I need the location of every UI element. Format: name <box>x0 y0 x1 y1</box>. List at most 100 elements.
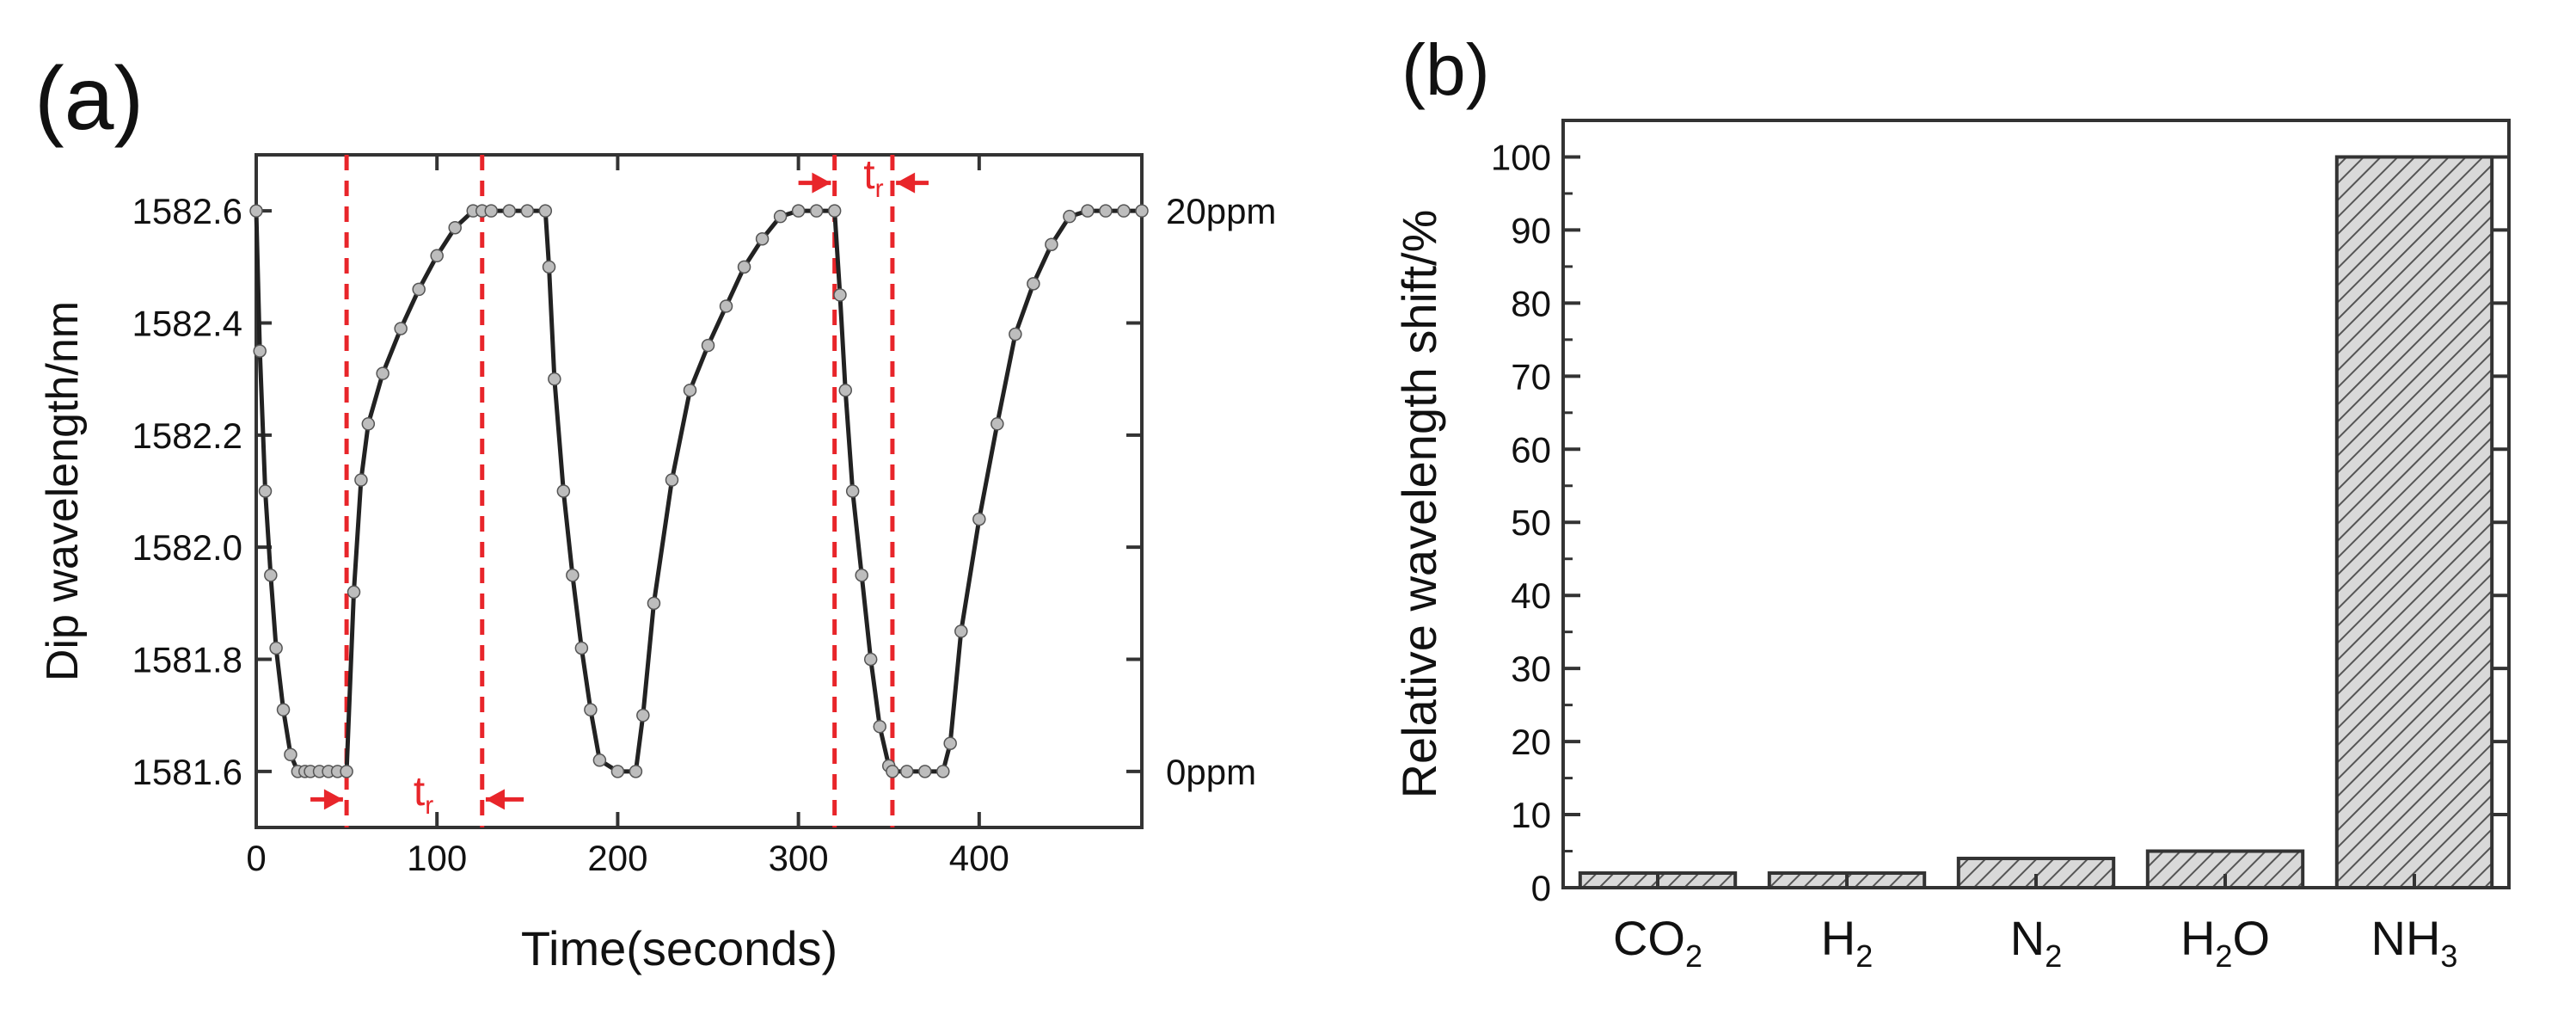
panel-a-y-ticks: 1581.6 1581.8 1582.0 1582.2 1582.4 1582.6 <box>132 191 1142 792</box>
data-point <box>284 747 297 762</box>
data-point <box>1099 204 1113 218</box>
series-line <box>254 208 1142 774</box>
panel-a-dashed-lines <box>344 155 895 827</box>
x-tick-label: 400 <box>949 838 1009 878</box>
data-point <box>1045 237 1058 252</box>
panel-b-category-labels: CO2 H2 N2 H2O NH3 <box>1613 911 2457 974</box>
data-point <box>430 249 444 263</box>
data-point <box>269 641 283 655</box>
y-tick-label: 50 <box>1511 502 1551 543</box>
data-point <box>1117 204 1131 218</box>
data-point <box>484 204 499 218</box>
data-point <box>556 484 571 498</box>
panel-a: (a) 1581.6 1581.8 1582.0 1582.2 1582.4 1582.6… <box>34 49 1276 975</box>
y-tick-label: 60 <box>1511 429 1551 470</box>
data-point <box>542 260 556 274</box>
data-point <box>276 703 291 717</box>
y-tick-label: 90 <box>1511 210 1551 250</box>
y-tick-label: 70 <box>1511 356 1551 397</box>
y-tick-label: 1582.6 <box>132 191 242 231</box>
y-tick-label: 1582.4 <box>132 304 242 344</box>
data-point <box>845 484 860 498</box>
data-point <box>701 338 715 353</box>
data-point <box>954 624 968 638</box>
time-arrow <box>798 172 831 194</box>
data-point <box>574 641 589 655</box>
data-point <box>683 383 697 397</box>
data-point <box>827 204 842 218</box>
right-axis-label: 0ppm <box>1166 752 1256 792</box>
time-annotation: tr <box>863 152 883 203</box>
data-point <box>1027 277 1040 291</box>
data-point <box>636 708 650 723</box>
x-tick-label: 0 <box>246 838 266 878</box>
data-point <box>855 569 868 582</box>
data-point <box>1009 327 1022 341</box>
x-tick-label: 300 <box>769 838 829 878</box>
data-point <box>972 512 986 526</box>
data-point <box>991 417 1004 431</box>
data-point <box>584 703 598 717</box>
bar <box>2334 155 2494 889</box>
data-point <box>886 765 899 778</box>
data-point <box>1081 204 1095 218</box>
data-point <box>548 372 561 386</box>
panel-a-frame <box>255 153 1144 829</box>
y-tick-label: 1582.2 <box>132 415 242 456</box>
data-point <box>936 765 950 778</box>
data-point <box>918 765 932 778</box>
data-point <box>347 585 361 600</box>
data-point <box>592 753 607 767</box>
time-arrow <box>310 789 343 810</box>
x-tick-label: 100 <box>407 838 467 878</box>
data-point <box>833 288 847 302</box>
y-tick-label: 30 <box>1511 649 1551 689</box>
data-point <box>719 299 733 313</box>
category-label: NH3 <box>2371 911 2458 974</box>
right-axis-label: 20ppm <box>1166 191 1276 231</box>
category-label: H2 <box>1821 911 1873 974</box>
panel-b: (b) 0 10 20 30 40 50 60 70 80 90 100 CO2 H2 N2 H2O NH3… <box>1392 29 2511 974</box>
panel-b-y-ticks: 0 10 20 30 40 50 60 70 80 90 100 <box>1491 137 2509 908</box>
category-label: N2 <box>2010 911 2062 974</box>
data-point <box>610 765 625 778</box>
data-point <box>394 322 408 335</box>
panel-a-x-ticks: 0 100 200 300 400 <box>246 155 1009 878</box>
panel-a-y-axis-label: Dip wavelength/nm <box>38 301 88 681</box>
data-point <box>1063 209 1076 224</box>
y-tick-label: 10 <box>1511 795 1551 835</box>
data-point <box>791 204 806 218</box>
data-point <box>873 719 886 734</box>
category-label: CO2 <box>1613 911 1702 974</box>
data-point <box>755 232 770 246</box>
y-tick-label: 1581.6 <box>132 752 242 792</box>
y-tick-label: 40 <box>1511 575 1551 616</box>
data-point <box>899 765 914 778</box>
data-point <box>629 765 643 778</box>
data-point <box>340 765 353 778</box>
data-point <box>566 569 580 582</box>
data-point <box>665 473 679 487</box>
data-point <box>773 209 788 224</box>
data-point <box>538 204 553 218</box>
y-tick-label: 20 <box>1511 722 1551 762</box>
data-point <box>809 204 824 218</box>
data-point <box>737 260 751 274</box>
data-point <box>361 417 376 431</box>
data-point <box>1135 204 1149 218</box>
data-point <box>412 282 426 297</box>
data-point <box>253 344 267 358</box>
panel-b-bars <box>1578 155 2494 889</box>
y-tick-label: 100 <box>1491 137 1551 177</box>
data-point <box>863 652 878 667</box>
data-point <box>264 569 278 582</box>
time-arrow <box>485 789 524 810</box>
data-point <box>249 204 263 218</box>
panel-b-label: (b) <box>1401 29 1490 110</box>
bar <box>2145 849 2305 889</box>
data-point <box>354 473 368 487</box>
time-arrow <box>896 172 929 194</box>
panel-a-label: (a) <box>34 49 144 149</box>
panel-a-series <box>249 204 1149 778</box>
